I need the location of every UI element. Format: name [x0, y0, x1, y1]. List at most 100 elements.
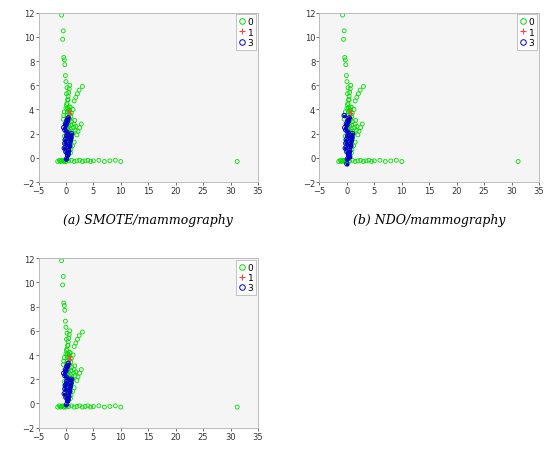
Point	[348, 134, 356, 142]
Point	[60, 127, 69, 134]
Point	[67, 132, 76, 140]
Point	[343, 91, 352, 98]
Point	[65, 388, 74, 395]
Point	[344, 113, 353, 120]
Point	[387, 158, 395, 165]
Point	[60, 141, 69, 148]
Point	[68, 376, 77, 383]
Point	[348, 134, 356, 142]
Point	[65, 377, 74, 384]
Point	[66, 126, 75, 133]
Point	[72, 95, 80, 102]
Point	[66, 138, 75, 145]
Legend: 0, 1, 3: 0, 1, 3	[517, 15, 537, 51]
Point	[63, 109, 72, 116]
Point	[351, 121, 360, 128]
Point	[343, 161, 351, 168]
Point	[64, 115, 73, 122]
Point	[73, 132, 81, 139]
Point	[111, 402, 120, 410]
Point	[338, 12, 347, 20]
Point	[67, 157, 76, 165]
Legend: 0, 1, 3: 0, 1, 3	[236, 15, 256, 51]
Point	[62, 149, 70, 156]
Point	[392, 157, 401, 165]
Point	[65, 388, 74, 395]
Point	[343, 125, 352, 132]
Point	[359, 84, 368, 91]
Point	[346, 143, 355, 150]
Point	[351, 117, 360, 125]
Point	[64, 150, 73, 157]
Point	[344, 152, 353, 160]
Point	[60, 372, 69, 379]
Point	[60, 137, 69, 144]
Point	[68, 143, 77, 150]
Point	[347, 136, 356, 143]
Point	[340, 113, 349, 120]
Point	[66, 371, 75, 378]
Point	[64, 360, 73, 367]
Point	[356, 157, 365, 165]
Point	[70, 366, 79, 374]
Point	[344, 109, 353, 116]
Point	[345, 115, 354, 122]
Point	[61, 73, 70, 80]
Point	[60, 57, 69, 64]
Point	[57, 158, 66, 165]
Point	[67, 391, 75, 399]
Point	[61, 366, 70, 374]
Point	[67, 134, 75, 142]
Point	[78, 329, 87, 336]
Point	[72, 339, 80, 347]
Point	[340, 28, 349, 35]
Point	[106, 158, 114, 165]
Point	[64, 90, 73, 97]
Point	[64, 106, 73, 113]
Point	[59, 358, 68, 365]
Point	[61, 121, 70, 128]
Point	[63, 374, 72, 382]
Point	[346, 144, 355, 151]
Point	[345, 150, 354, 157]
Point	[62, 137, 71, 144]
Point	[64, 393, 73, 400]
Point	[347, 138, 356, 145]
Point	[343, 158, 351, 166]
Point	[57, 403, 66, 410]
Point	[345, 93, 354, 101]
Point	[64, 147, 73, 155]
Point	[64, 144, 73, 151]
Point	[60, 133, 69, 141]
Point	[342, 141, 350, 148]
Point	[67, 364, 76, 371]
Point	[67, 379, 75, 387]
Point	[70, 98, 79, 106]
Point	[348, 110, 357, 117]
Point	[63, 97, 72, 104]
Point	[342, 137, 351, 144]
Point	[53, 158, 62, 166]
Point	[100, 158, 109, 166]
Point	[64, 117, 73, 125]
Point	[345, 123, 354, 131]
Point	[111, 157, 120, 165]
Point	[62, 79, 70, 86]
Point	[63, 121, 72, 128]
Point	[343, 122, 351, 130]
Point	[64, 342, 73, 349]
Point	[362, 158, 371, 165]
Point	[55, 402, 64, 410]
Point	[65, 111, 74, 119]
Point	[65, 374, 74, 381]
Point	[68, 133, 76, 141]
Point	[75, 370, 84, 377]
Point	[351, 158, 360, 166]
Point	[70, 121, 79, 128]
Point	[67, 131, 76, 138]
Point	[65, 388, 74, 395]
Point	[61, 121, 70, 128]
Point	[81, 158, 90, 165]
Point	[350, 106, 359, 114]
Point	[60, 141, 69, 148]
